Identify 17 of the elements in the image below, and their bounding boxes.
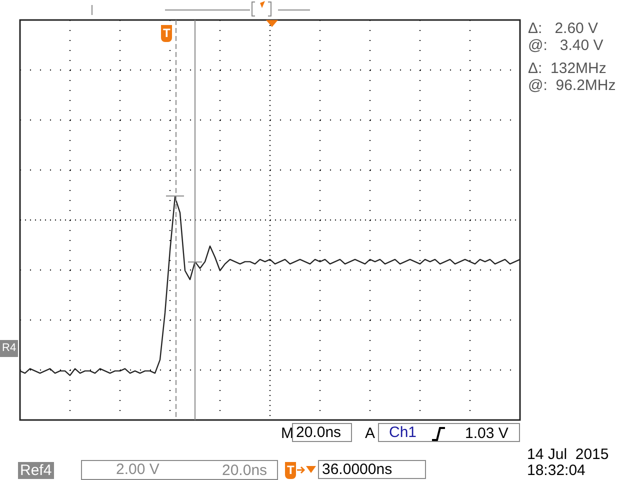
text: 1.03 V xyxy=(465,425,508,442)
text: 20.0ns xyxy=(222,462,268,479)
text: Ref4 xyxy=(18,462,54,479)
text: Δ: 132MHz xyxy=(528,60,606,77)
text: 20.0ns xyxy=(292,423,352,442)
text: @: 3.40 V xyxy=(528,37,604,54)
text: T xyxy=(161,25,172,42)
text: 18:32:04 xyxy=(527,462,586,479)
text: T xyxy=(285,462,296,479)
text: A xyxy=(365,425,376,442)
text: 14 Jul 2015 xyxy=(527,446,609,463)
text: 2.00 V xyxy=(115,461,160,478)
text: Ch1 xyxy=(389,424,417,441)
text: 36.0000ns xyxy=(318,460,426,479)
text: @: 96.2MHz xyxy=(528,77,616,94)
text: Δ: 2.60 V xyxy=(528,20,598,37)
text: R4 xyxy=(0,340,18,357)
